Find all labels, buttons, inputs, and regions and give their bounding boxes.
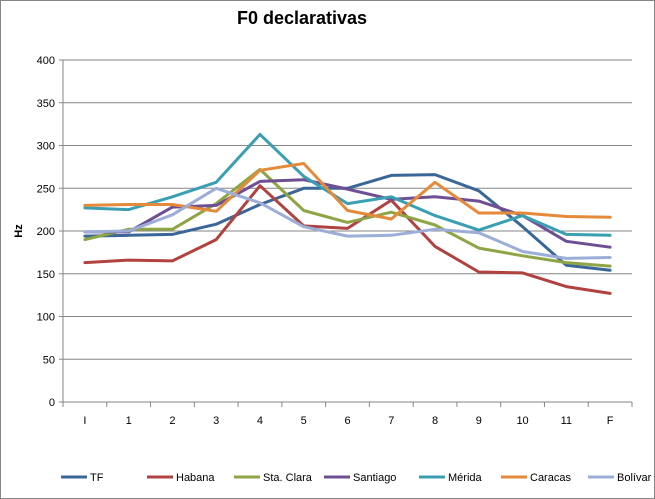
x-tick-label: 10 [516, 415, 528, 427]
legend-label: TF [90, 472, 104, 484]
legend-label: Mérida [448, 472, 483, 484]
y-tick-label: 0 [49, 397, 55, 409]
legend-label: Caracas [530, 472, 571, 484]
y-tick-label: 200 [37, 226, 55, 238]
x-tick-labels: I 1 2 3 4 5 6 7 8 9 10 11 F [83, 415, 613, 427]
x-tick-label: 5 [301, 415, 307, 427]
x-tick-label: 4 [257, 415, 263, 427]
y-tick-label: 350 [37, 98, 55, 110]
x-tick-label: 8 [432, 415, 438, 427]
legend-label: Habana [176, 472, 215, 484]
y-tick-label: 300 [37, 141, 55, 153]
axes [62, 60, 633, 407]
legend: TF Habana Sta. Clara Santiago Mérida Caracas B… [61, 472, 652, 484]
chart-title: F0 declarativas [237, 8, 367, 28]
y-axis-label: Hz [13, 224, 25, 238]
y-tick-label: 100 [37, 312, 55, 324]
series-line-2 [83, 167, 612, 268]
legend-label: Sta. Clara [263, 472, 313, 484]
y-tick-label: 400 [37, 55, 55, 67]
y-tick-label: 250 [37, 183, 55, 195]
x-tick-label: 9 [476, 415, 482, 427]
x-tick-label: 1 [126, 415, 132, 427]
x-tick-label: 7 [388, 415, 394, 427]
x-tick-label: 11 [561, 415, 572, 427]
legend-label: Santiago [353, 472, 396, 484]
x-tick-label: I [83, 415, 86, 427]
legend-label: Bolívar [617, 472, 652, 484]
x-tick-label: 2 [169, 415, 175, 427]
y-tick-label: 50 [43, 354, 55, 366]
x-tick-label: 6 [344, 415, 350, 427]
series-lines [83, 132, 612, 295]
series-line-4 [83, 132, 612, 237]
series-line-6 [83, 186, 612, 260]
series-line-1 [83, 184, 612, 295]
y-tick-label: 150 [37, 269, 55, 281]
x-tick-label: F [607, 415, 614, 427]
series-line-5 [83, 162, 612, 221]
x-tick-label: 3 [213, 415, 219, 427]
y-tick-labels: 0 50 100 150 200 250 300 350 400 [37, 55, 55, 409]
